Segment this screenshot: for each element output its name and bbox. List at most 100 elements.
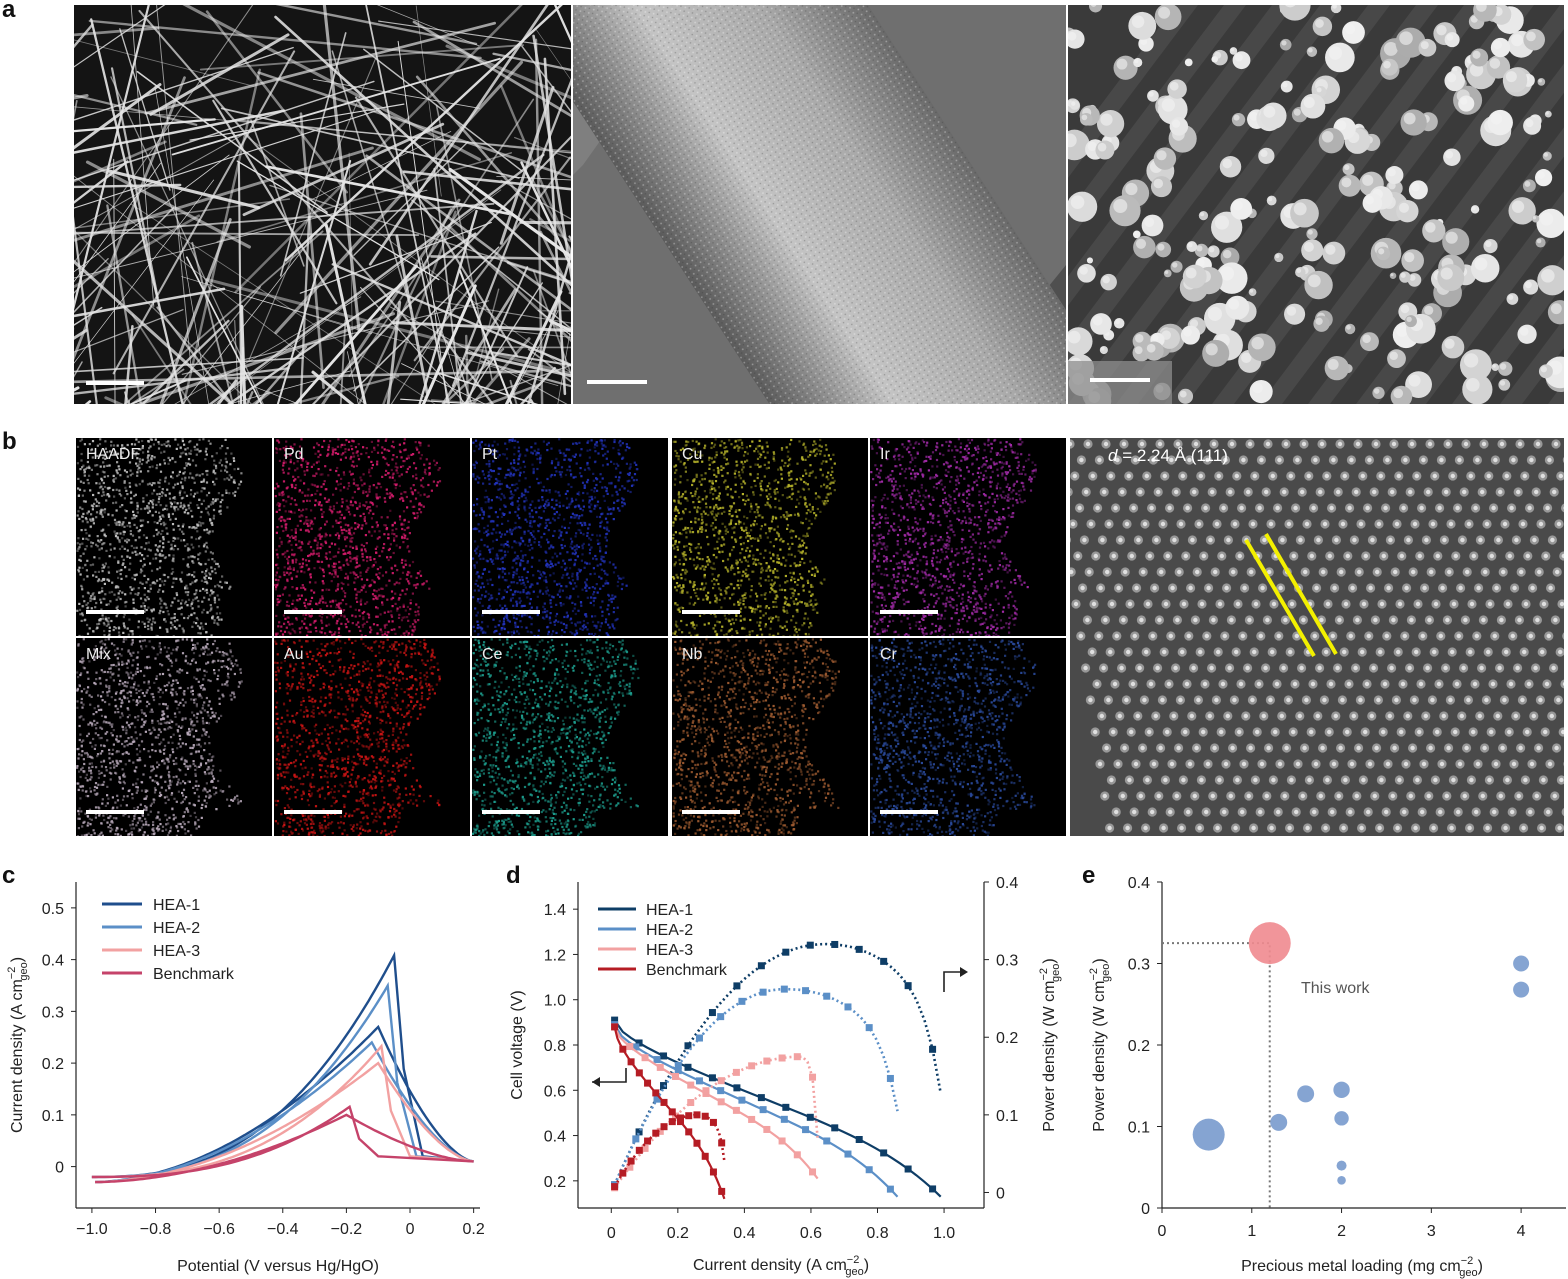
scale-bar <box>880 810 938 814</box>
left-axis-arrow <box>592 1068 627 1083</box>
y-tick-label: 0.4 <box>42 953 64 970</box>
x-tick-label: −0.8 <box>140 1221 172 1238</box>
literature-point <box>1334 1111 1349 1126</box>
voltage-marker <box>709 1168 717 1176</box>
y-tick-label: 0.3 <box>1128 957 1150 974</box>
voltage-marker <box>880 1149 888 1157</box>
this-work-point <box>1248 922 1291 965</box>
map-label: Au <box>284 646 304 663</box>
voltage-marker <box>718 1187 726 1195</box>
y-axis-label: Power density (W cm−2geo) <box>1088 958 1112 1131</box>
cv-curve-benchmark <box>91 1104 474 1184</box>
literature-point <box>1297 1085 1315 1103</box>
voltage-marker <box>684 1063 692 1071</box>
literature-point <box>1270 1113 1288 1131</box>
x-tick-label: 4 <box>1517 1223 1526 1240</box>
power-curve-benchmark <box>613 1113 726 1188</box>
voltage-marker <box>823 1137 831 1145</box>
d-value: = 2.24 Å (111) <box>1117 446 1228 465</box>
voltage-marker <box>778 1137 786 1145</box>
scale-bar <box>86 610 144 614</box>
y-tick-left-label: 0.4 <box>544 1129 566 1146</box>
legend-label: HEA-2 <box>153 920 200 937</box>
sem-image-nanoparticles <box>1068 5 1564 404</box>
y-tick-right-label: 0.1 <box>996 1108 1018 1125</box>
x-tick-label: 0 <box>607 1225 616 1242</box>
map-tile-cu: Cu <box>672 438 868 636</box>
power-marker <box>738 997 746 1005</box>
voltage-marker <box>865 1166 873 1174</box>
power-marker <box>641 1144 649 1152</box>
voltage-marker <box>806 1113 814 1121</box>
x-tick-label: 1 <box>1247 1223 1256 1240</box>
power-marker <box>880 957 888 965</box>
voltage-marker <box>702 1089 710 1097</box>
voltage-marker <box>759 1106 767 1114</box>
y-tick-label: 0.1 <box>42 1108 64 1125</box>
voltage-marker <box>652 1089 660 1097</box>
y-axis-right-label: Power density (W cm−2geo) <box>1038 958 1062 1131</box>
voltage-marker <box>757 1094 765 1102</box>
voltage-marker <box>687 1081 695 1089</box>
power-marker <box>708 1009 716 1017</box>
power-marker <box>632 1135 640 1143</box>
voltage-marker <box>611 1023 619 1031</box>
power-marker <box>701 1112 709 1120</box>
voltage-marker <box>780 1115 788 1123</box>
voltage-marker <box>644 1079 652 1087</box>
power-marker <box>732 1068 740 1076</box>
map-texture <box>672 638 840 836</box>
scale-bar <box>682 610 740 614</box>
panel-e-letter: e <box>1082 862 1096 889</box>
voltage-marker <box>627 1058 635 1066</box>
map-texture <box>274 438 442 636</box>
x-tick-label: −1.0 <box>76 1221 108 1238</box>
map-texture <box>870 638 1037 836</box>
nanoparticles-drawing <box>1068 5 1564 404</box>
x-tick-label: −0.4 <box>267 1221 299 1238</box>
legend-label: HEA-3 <box>153 943 200 960</box>
y-tick-left-label: 1.4 <box>544 902 566 919</box>
voltage-marker <box>809 1168 817 1176</box>
map-texture <box>472 638 640 836</box>
voltage-marker <box>763 1125 771 1133</box>
this-work-guide <box>1162 942 1271 1208</box>
map-texture <box>870 438 1037 636</box>
power-marker <box>717 1077 725 1085</box>
power-marker <box>782 948 790 956</box>
map-label: HAADF <box>86 446 141 463</box>
voltage-marker <box>635 1039 643 1047</box>
literature-point <box>1513 955 1530 972</box>
x-tick-label: 0.4 <box>733 1225 755 1242</box>
power-marker <box>676 1114 684 1122</box>
y-tick-left-label: 0.2 <box>544 1174 566 1191</box>
power-marker <box>653 1095 661 1103</box>
voltage-curve-hea-2 <box>613 1024 899 1198</box>
voltage-marker <box>695 1077 703 1085</box>
y-tick-right-label: 0.2 <box>996 1030 1018 1047</box>
y-tick-label: 0.5 <box>42 901 64 918</box>
power-marker <box>733 982 741 990</box>
power-marker <box>660 1082 668 1090</box>
power-marker <box>685 1112 693 1120</box>
voltage-marker <box>668 1108 676 1116</box>
voltage-marker <box>708 1074 716 1082</box>
y-tick-label: 0.1 <box>1128 1120 1150 1137</box>
power-marker <box>809 1073 817 1081</box>
power-marker <box>904 982 912 990</box>
voltage-marker <box>904 1165 912 1173</box>
literature-point <box>1513 981 1530 998</box>
power-marker <box>652 1129 660 1137</box>
y-tick-label: 0.2 <box>42 1056 64 1073</box>
voltage-marker <box>701 1152 709 1160</box>
x-tick-label: −0.2 <box>331 1221 363 1238</box>
voltage-marker <box>733 1084 741 1092</box>
map-texture <box>274 638 441 836</box>
voltage-marker <box>748 1115 756 1123</box>
voltage-marker <box>738 1096 746 1104</box>
power-marker <box>672 1112 680 1120</box>
voltage-marker <box>717 1098 725 1106</box>
literature-point <box>1337 1175 1346 1185</box>
voltage-marker <box>674 1067 682 1075</box>
voltage-marker <box>653 1056 661 1064</box>
